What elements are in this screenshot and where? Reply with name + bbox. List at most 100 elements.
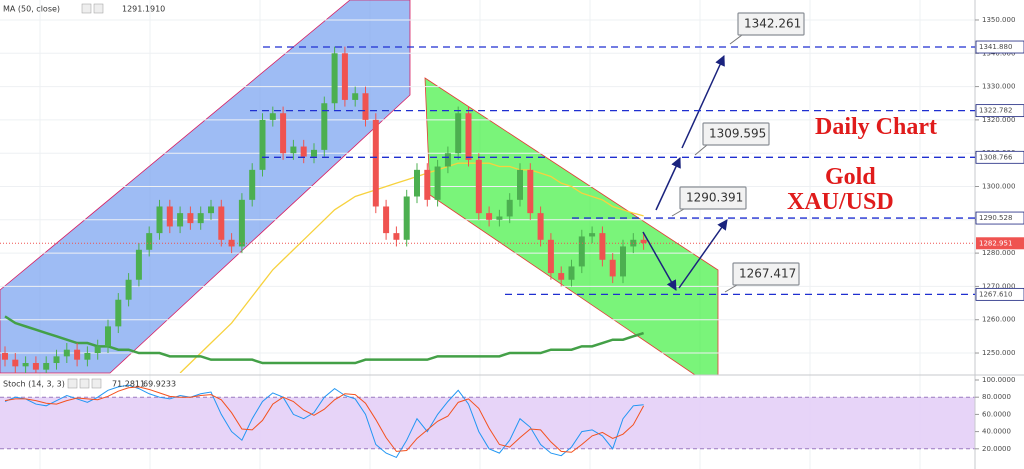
level-tag: [975, 104, 1024, 118]
candle-body: [434, 166, 441, 200]
callout-label: 1309.595: [709, 127, 766, 141]
candle-body: [506, 199, 513, 217]
y-tick-label: 40.0000: [982, 428, 1011, 436]
candle-body: [12, 359, 19, 367]
candle-body: [22, 363, 29, 367]
callout-label: 1290.391: [686, 191, 743, 205]
candle-body: [53, 356, 60, 364]
candle-body: [424, 169, 431, 200]
stoch-pane: [0, 384, 975, 459]
candle-body: [486, 213, 493, 220]
candle-body: [620, 246, 626, 277]
stoch-legend: Stoch (14, 3, 3) 71.2811 69.9233: [3, 378, 176, 389]
level-tag: [975, 211, 1024, 225]
candle-body: [146, 233, 153, 250]
candle-body: [455, 113, 462, 154]
level-label: 1341.880: [979, 43, 1012, 51]
y-tick-label: 1300.000: [982, 183, 1015, 191]
candle-body: [197, 213, 204, 224]
candle-body: [105, 326, 111, 347]
y-tick-label: 1270.000: [982, 282, 1015, 290]
legend-value: 1291.1910: [122, 5, 165, 14]
callout-label: 1267.417: [739, 267, 796, 281]
candle-body: [125, 279, 132, 300]
candle-body: [393, 233, 400, 240]
legend-value: 71.2811: [112, 380, 145, 389]
candle-body: [84, 353, 91, 360]
candle-body: [341, 53, 348, 100]
level-label: 1267.610: [979, 290, 1012, 298]
moving-average: [179, 162, 644, 373]
candle-body: [300, 146, 307, 157]
callout-box: [737, 12, 805, 36]
candle-body: [290, 146, 297, 154]
legend-button[interactable]: [81, 3, 92, 14]
legend-button[interactable]: [93, 3, 104, 14]
y-tick-label: 60.0000: [982, 410, 1011, 418]
callout-leader: [694, 144, 708, 156]
candle-body: [311, 149, 317, 157]
level-tag: [975, 150, 1024, 164]
candle-body: [362, 93, 369, 120]
callout-box: [732, 262, 800, 286]
callout-box: [702, 122, 770, 146]
ma-legend: MA (50, close) 1291.1910: [3, 3, 165, 14]
legend-button[interactable]: [67, 378, 78, 389]
candle-body: [383, 206, 390, 234]
candle-body: [280, 113, 287, 154]
candle-body: [218, 206, 225, 240]
level-label: 1308.766: [979, 153, 1013, 161]
y-tick-label: 1350.000: [982, 16, 1015, 24]
y-tick-label: 100.0000: [982, 376, 1015, 384]
moving-average: [4, 315, 644, 365]
candle-body: [321, 103, 328, 150]
candle-body: [403, 196, 410, 240]
y-tick-label: 20.0000: [982, 445, 1011, 453]
legend-value: 69.9233: [143, 380, 176, 389]
candle-body: [94, 346, 101, 354]
stoch-line: [4, 384, 644, 459]
candle-body: [208, 206, 214, 214]
candle-body: [444, 153, 451, 167]
legend-button[interactable]: [79, 378, 90, 389]
candle-body: [547, 239, 554, 274]
candle-body: [115, 299, 122, 327]
candle-body: [331, 53, 338, 104]
level-tag: [975, 40, 1024, 54]
y-tick-label: 1260.000: [982, 316, 1015, 324]
y-tick-label: 1320.000: [982, 116, 1015, 124]
candle-body: [517, 169, 523, 200]
callout-label: 1342.261: [744, 17, 801, 31]
y-tick-label: 1280.000: [982, 249, 1015, 257]
candle-body: [187, 213, 194, 224]
candle-body: [32, 363, 39, 370]
candle-body: [43, 363, 50, 370]
candle-body: [63, 349, 70, 357]
candle-body: [589, 233, 596, 237]
candle-body: [475, 159, 482, 214]
current-price-tag: [976, 237, 1024, 250]
candle-body: [238, 199, 245, 247]
candle-body: [527, 169, 534, 214]
candle-body: [74, 349, 81, 360]
stoch-line: [4, 386, 645, 453]
candle-body: [578, 236, 585, 267]
level-label: 1290.528: [979, 214, 1012, 222]
candle-body: [537, 213, 544, 240]
candle-body: [135, 249, 142, 280]
legend-button[interactable]: [91, 378, 102, 389]
candle-body: [166, 206, 173, 227]
candle-body: [372, 119, 379, 207]
y-tick-label: 1250.000: [982, 349, 1015, 357]
candle-body: [249, 169, 256, 200]
y-tick-label: 1330.000: [982, 83, 1015, 91]
candle-body: [414, 169, 420, 197]
candle-body: [156, 206, 163, 234]
callout-leader: [729, 34, 743, 45]
callout-box: [679, 186, 747, 210]
annotation: XAU/USD: [787, 189, 894, 215]
stoch-band: [0, 397, 975, 449]
candle-body: [496, 216, 503, 220]
candle-body: [259, 119, 266, 170]
